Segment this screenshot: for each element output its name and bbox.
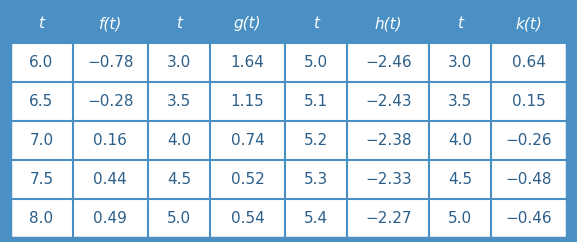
Text: 0.52: 0.52 (231, 172, 264, 187)
Text: 5.4: 5.4 (304, 211, 328, 226)
Text: 6.0: 6.0 (29, 55, 54, 70)
Text: 0.16: 0.16 (93, 133, 127, 148)
Text: −2.33: −2.33 (365, 172, 411, 187)
Text: −0.48: −0.48 (505, 172, 552, 187)
Text: 4.5: 4.5 (167, 172, 191, 187)
Text: t: t (458, 16, 463, 31)
Text: 3.5: 3.5 (448, 94, 473, 109)
Text: −2.27: −2.27 (365, 211, 411, 226)
Bar (10, 199, 567, 238)
Text: 3.5: 3.5 (167, 94, 191, 109)
Bar (10, 43, 567, 82)
Text: 3.0: 3.0 (448, 55, 473, 70)
Text: 5.1: 5.1 (304, 94, 328, 109)
Text: 0.15: 0.15 (512, 94, 546, 109)
Text: 3.0: 3.0 (167, 55, 191, 70)
Text: −0.46: −0.46 (505, 211, 552, 226)
Text: 1.15: 1.15 (231, 94, 264, 109)
Bar (10, 160, 567, 199)
Text: −0.28: −0.28 (87, 94, 133, 109)
Text: h(t): h(t) (374, 16, 402, 31)
Text: 4.0: 4.0 (448, 133, 473, 148)
Text: 5.3: 5.3 (304, 172, 328, 187)
Text: g(t): g(t) (234, 16, 261, 31)
Text: 5.0: 5.0 (448, 211, 473, 226)
Text: −2.43: −2.43 (365, 94, 411, 109)
Text: 1.64: 1.64 (231, 55, 264, 70)
Text: 0.49: 0.49 (93, 211, 127, 226)
Text: −2.38: −2.38 (365, 133, 411, 148)
Bar (10, 82, 567, 121)
Text: −0.26: −0.26 (505, 133, 552, 148)
Text: 0.44: 0.44 (93, 172, 127, 187)
Bar (10, 121, 567, 160)
Text: 4.5: 4.5 (448, 172, 473, 187)
Text: 5.0: 5.0 (167, 211, 191, 226)
Text: −0.78: −0.78 (87, 55, 133, 70)
Bar (10, 4, 567, 43)
Text: 5.0: 5.0 (304, 55, 328, 70)
Text: t: t (176, 16, 182, 31)
Text: 7.5: 7.5 (29, 172, 54, 187)
Text: f(t): f(t) (99, 16, 122, 31)
Text: 7.0: 7.0 (29, 133, 54, 148)
Text: 0.54: 0.54 (231, 211, 264, 226)
Text: t: t (313, 16, 319, 31)
Text: 4.0: 4.0 (167, 133, 191, 148)
Text: 6.5: 6.5 (29, 94, 54, 109)
Text: −2.46: −2.46 (365, 55, 411, 70)
Text: t: t (39, 16, 44, 31)
Text: 5.2: 5.2 (304, 133, 328, 148)
Text: 8.0: 8.0 (29, 211, 54, 226)
Text: k(t): k(t) (515, 16, 542, 31)
Text: 0.74: 0.74 (231, 133, 264, 148)
Text: 0.64: 0.64 (512, 55, 546, 70)
